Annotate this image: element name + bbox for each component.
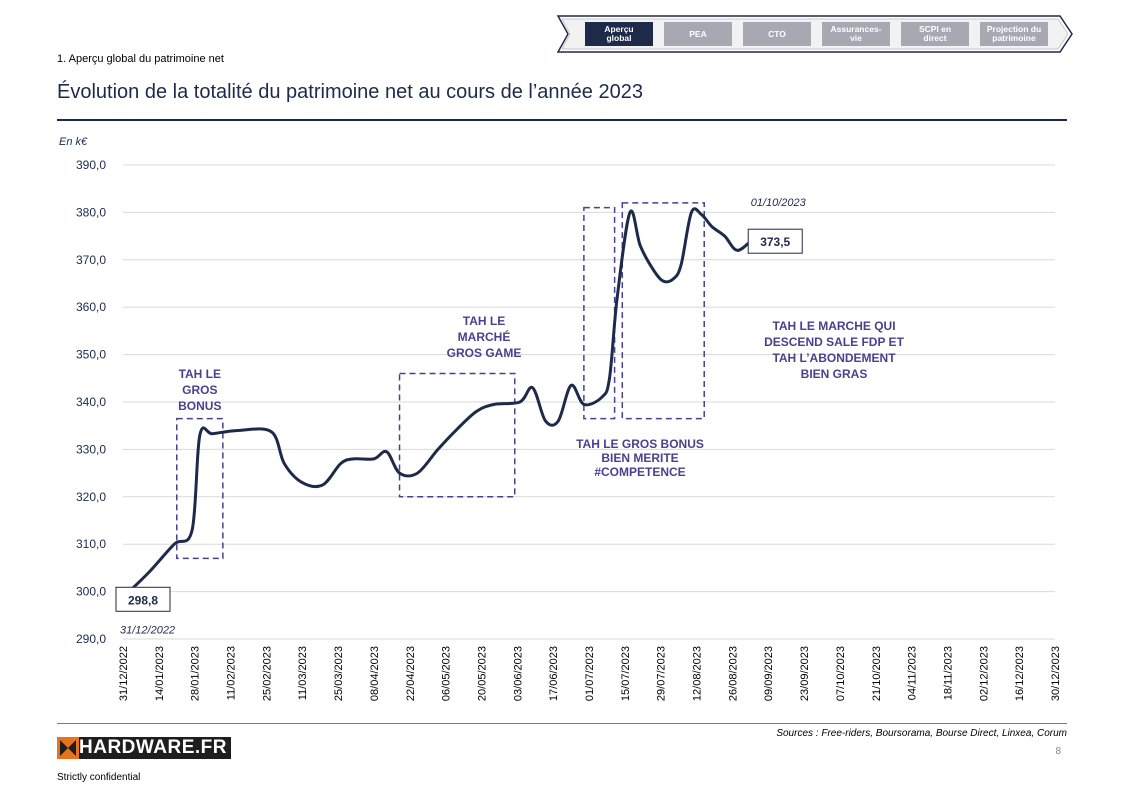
start-value-box (115, 586, 171, 612)
tab-scpi[interactable]: SCPI en direct (901, 22, 969, 46)
x-tick-label: 07/10/2023 (835, 646, 847, 701)
x-tick-label: 22/04/2023 (405, 646, 417, 701)
y-tick-label: 380,0 (76, 205, 106, 219)
sources-note: Sources : Free-riders, Boursorama, Bours… (776, 728, 1067, 739)
annotation-text: #COMPETENCE (594, 465, 685, 479)
x-tick-label: 29/07/2023 (656, 646, 668, 701)
annotation-text: TAH L’ABONDEMENT (772, 351, 896, 365)
title-divider (57, 119, 1067, 121)
annotation-text: TAH LE (463, 314, 505, 328)
x-tick-label: 25/03/2023 (333, 646, 345, 701)
annotation-text: BONUS (178, 399, 221, 413)
x-tick-label: 09/09/2023 (763, 646, 775, 701)
page-title: Évolution de la totalité du patrimoine n… (57, 81, 643, 103)
x-tick-label: 28/01/2023 (190, 646, 202, 701)
x-tick-label: 03/06/2023 (512, 646, 524, 701)
x-tick-label: 20/05/2023 (476, 646, 488, 701)
y-tick-label: 370,0 (76, 253, 106, 267)
y-tick-label: 350,0 (76, 348, 106, 362)
hardware-logo: HARDWARE.FR (57, 737, 231, 759)
annotation-text: DESCEND SALE FDP ET (764, 335, 904, 349)
x-tick-label: 21/10/2023 (871, 646, 883, 701)
start-date-label: 31/12/2022 (120, 624, 175, 636)
annotation-box (176, 417, 224, 560)
annotation-text: GROS GAME (447, 346, 522, 360)
x-tick-label: 25/02/2023 (261, 646, 273, 701)
annotation-box (398, 372, 516, 498)
logo-mark-icon (57, 737, 79, 759)
x-tick-label: 18/11/2023 (942, 646, 954, 700)
tab-apercu-global[interactable]: Aperçu global (585, 22, 653, 46)
y-tick-label: 310,0 (76, 537, 106, 551)
annotation-box (621, 202, 705, 420)
annotation-text: GROS (182, 383, 217, 397)
annotation-box (583, 206, 616, 420)
tab-pea[interactable]: PEA (664, 22, 732, 46)
series-line-patrimoine (121, 207, 770, 599)
annotation-text: TAH LE (179, 367, 221, 381)
x-tick-label: 30/12/2023 (1050, 646, 1062, 701)
start-value-label: 298,8 (128, 593, 158, 607)
y-tick-label: 290,0 (76, 632, 106, 646)
tab-cto[interactable]: CTO (743, 22, 811, 46)
x-tick-label: 17/06/2023 (548, 646, 560, 701)
annotation-text: TAH LE MARCHE QUI (772, 319, 895, 333)
end-date-label: 01/10/2023 (751, 197, 807, 209)
annotation-text: MARCHÉ (458, 329, 511, 344)
y-tick-label: 330,0 (76, 442, 106, 456)
section-nav: Aperçu global PEA CTO Assurances- vie SC… (556, 10, 1074, 58)
footer-divider (57, 723, 1067, 724)
x-tick-label: 08/04/2023 (369, 646, 381, 701)
x-tick-label: 12/08/2023 (692, 646, 704, 701)
x-tick-label: 14/01/2023 (154, 646, 166, 701)
x-tick-label: 11/02/2023 (226, 646, 238, 700)
page-number: 8 (1055, 746, 1061, 757)
y-tick-label: 360,0 (76, 300, 106, 314)
x-tick-label: 16/12/2023 (1014, 646, 1026, 701)
annotation-text: TAH LE GROS BONUS (576, 437, 704, 451)
unit-label: En k€ (59, 136, 88, 148)
y-tick-label: 340,0 (76, 395, 106, 409)
tab-assurances-vie[interactable]: Assurances- vie (822, 22, 890, 46)
x-tick-label: 26/08/2023 (727, 646, 739, 701)
x-tick-label: 15/07/2023 (620, 646, 632, 701)
annotation-text: BIEN MERITE (601, 451, 678, 465)
end-value-label: 373,5 (760, 235, 790, 249)
x-tick-label: 23/09/2023 (799, 646, 811, 701)
tab-projection[interactable]: Projection du patrimoine (980, 22, 1048, 46)
x-tick-label: 04/11/2023 (907, 646, 919, 700)
y-tick-label: 390,0 (76, 158, 106, 172)
y-tick-label: 300,0 (76, 585, 106, 599)
end-value-box (747, 228, 803, 254)
x-tick-label: 31/12/2022 (118, 646, 130, 701)
annotation-text: BIEN GRAS (801, 367, 868, 381)
x-tick-label: 01/07/2023 (584, 646, 596, 701)
confidential-note: Strictly confidential (57, 772, 141, 783)
y-tick-label: 320,0 (76, 490, 106, 504)
logo-text: HARDWARE.FR (79, 737, 227, 758)
section-subtitle: 1. Aperçu global du patrimoine net (57, 53, 224, 65)
x-tick-label: 06/05/2023 (441, 646, 453, 701)
x-tick-label: 02/12/2023 (978, 646, 990, 701)
x-tick-label: 11/03/2023 (297, 646, 309, 700)
